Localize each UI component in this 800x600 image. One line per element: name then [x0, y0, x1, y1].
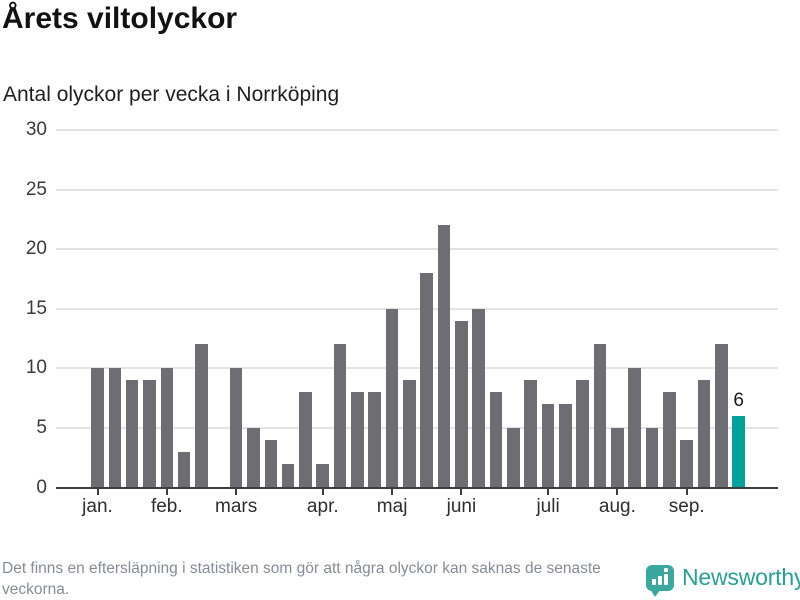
y-axis-label: 25 — [25, 178, 47, 200]
bar-week-23 — [472, 308, 486, 488]
bar-week-29 — [576, 380, 590, 488]
month-tick — [235, 489, 238, 495]
month-label: sep. — [668, 496, 705, 517]
logo-bar-icon — [658, 575, 662, 585]
month-label: feb. — [150, 496, 183, 517]
y-axis-label: 15 — [25, 297, 47, 319]
bar-current-week — [732, 415, 745, 488]
bar-week-16 — [351, 392, 364, 488]
bar-week-18 — [385, 308, 399, 488]
month-tick — [391, 489, 394, 495]
logo-dot-icon — [664, 567, 668, 572]
month-tick — [460, 489, 463, 495]
bar-week-14 — [316, 463, 330, 488]
bar-week-12 — [281, 463, 295, 488]
bar-week-21 — [437, 225, 451, 488]
x-axis-line — [56, 486, 778, 489]
bar-week-19 — [403, 380, 416, 488]
month-tick — [547, 489, 550, 495]
gridline — [56, 188, 778, 191]
logo-bar-icon — [664, 573, 668, 585]
bar-week-10 — [247, 427, 260, 488]
y-axis-label: 0 — [36, 476, 47, 498]
bar-week-24 — [489, 392, 503, 488]
bar-week-33 — [645, 427, 659, 488]
newsworthy-wordmark: Newsworthy — [682, 564, 800, 590]
bar-week-7 — [195, 344, 208, 488]
y-axis-label: 20 — [25, 238, 47, 260]
month-label: mars — [215, 496, 258, 517]
newsworthy-logo: Newsworthy — [646, 564, 800, 597]
page-title: Årets viltolyckor — [2, 2, 238, 35]
bar-week-5 — [160, 368, 174, 488]
month-label: jan. — [82, 496, 113, 517]
bar-week-36 — [697, 380, 711, 488]
bar-week-20 — [420, 272, 434, 488]
month-label: juni — [446, 496, 477, 517]
month-label: aug. — [598, 496, 636, 517]
bar-week-35 — [680, 439, 693, 488]
bar-week-4 — [143, 380, 156, 488]
bar-week-11 — [264, 439, 278, 488]
month-label: juli — [536, 496, 560, 517]
month-tick — [165, 489, 168, 495]
month-tick — [321, 489, 324, 495]
gridline — [56, 426, 778, 429]
bar-week-34 — [663, 392, 676, 488]
bar-week-30 — [593, 344, 607, 488]
bar-week-3 — [125, 380, 139, 488]
bar-week-37 — [715, 344, 728, 488]
bar-week-25 — [507, 427, 520, 488]
month-label: maj — [376, 496, 408, 517]
month-tick — [616, 489, 619, 495]
bar-week-15 — [333, 344, 347, 488]
chart-subtitle: Antal olyckor per vecka i Norrköping — [3, 83, 340, 106]
newsworthy-logo-icon — [646, 564, 674, 597]
bar-week-2 — [108, 368, 122, 488]
gridline — [56, 248, 778, 251]
logo-bar-icon — [652, 578, 656, 585]
bar-week-31 — [611, 427, 624, 488]
bar-week-28 — [559, 404, 572, 488]
bar-week-6 — [177, 451, 191, 488]
footnote: Det finns en eftersläpning i statistiken… — [2, 560, 601, 598]
bar-week-9 — [229, 368, 243, 488]
bar-week-22 — [455, 320, 468, 488]
month-label: apr. — [306, 496, 339, 517]
y-axis-label: 30 — [25, 118, 47, 140]
bar-week-1 — [91, 368, 104, 488]
gridline — [56, 307, 778, 310]
logo-bubble-tail — [650, 588, 661, 597]
bar-week-17 — [368, 392, 382, 488]
bar-week-32 — [628, 368, 642, 488]
bar-value-label: 6 — [733, 389, 744, 411]
gridline — [56, 128, 778, 131]
bar-week-26 — [524, 380, 538, 488]
y-axis-label: 5 — [36, 416, 47, 438]
bar-week-27 — [541, 404, 555, 488]
gridline — [56, 367, 778, 370]
bar-week-13 — [299, 392, 312, 488]
month-tick — [96, 489, 99, 495]
y-axis-label: 10 — [25, 357, 47, 379]
month-tick — [685, 489, 688, 495]
